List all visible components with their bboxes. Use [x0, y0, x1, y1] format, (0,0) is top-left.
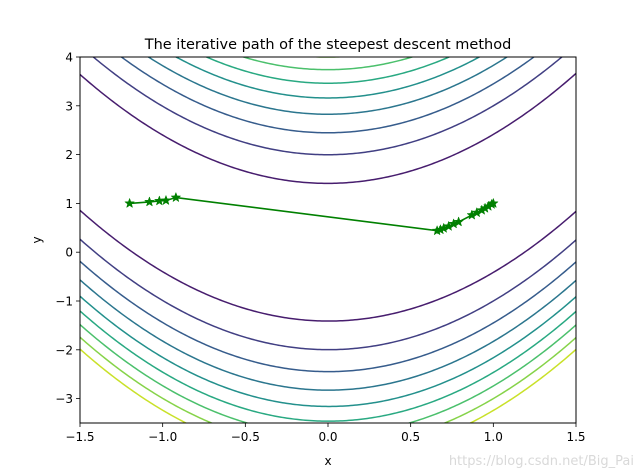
y-tick-label: 4 — [65, 51, 73, 65]
contour-line-1000-upper — [174, 57, 481, 99]
path-line — [129, 196, 494, 232]
contour-line-1000-lower — [80, 295, 576, 408]
contour-line-200-lower — [80, 209, 576, 322]
x-tick-label: 1.5 — [566, 430, 585, 444]
contour-line-600-lower — [80, 260, 576, 373]
path-point — [160, 194, 172, 206]
y-tick-label: 0 — [65, 246, 73, 260]
y-tick-label: 2 — [65, 148, 73, 162]
x-axis-label: x — [324, 454, 331, 468]
y-tick-label: −3 — [55, 392, 73, 406]
contour-line-1600-lower — [80, 336, 576, 423]
path-point — [143, 196, 155, 207]
path-point — [487, 197, 499, 209]
contour-line-1200-upper — [204, 57, 451, 84]
iteration-path — [124, 191, 499, 236]
y-axis: −3 −2 −1 0 1 2 3 4 — [55, 51, 80, 406]
watermark: https://blog.csdn.net/Big_Pai — [449, 454, 634, 469]
x-axis: −1.5 −1.0 −0.5 0.0 0.5 1.0 1.5 — [65, 423, 586, 444]
contour-line-1200-lower — [80, 310, 576, 422]
path-point — [453, 216, 465, 227]
y-tick-label: −1 — [55, 295, 73, 309]
x-tick-label: 1.0 — [484, 430, 503, 444]
y-axis-label: y — [30, 236, 44, 243]
x-tick-label: 0.5 — [401, 430, 420, 444]
path-point — [153, 195, 165, 206]
contour-line-400-upper — [92, 57, 564, 156]
y-tick-label: 1 — [65, 197, 73, 211]
y-tick-label: −2 — [55, 343, 73, 357]
x-tick-label: −0.5 — [231, 430, 260, 444]
contour-line-800-upper — [147, 57, 509, 116]
x-tick-label: −1.0 — [148, 430, 177, 444]
contour-line-1400-lower — [80, 324, 576, 423]
contour-line-600-upper — [120, 57, 536, 134]
contour-line-200-upper — [80, 72, 576, 185]
contour-line-800-lower — [80, 279, 576, 391]
y-tick-label: 3 — [65, 99, 73, 113]
contour-line-400-lower — [80, 238, 576, 351]
contour-line-1400-upper — [240, 57, 415, 71]
contour-lines — [80, 57, 576, 423]
x-tick-label: 0.0 — [318, 430, 337, 444]
path-point — [124, 197, 136, 209]
chart-title: The iterative path of the steepest desce… — [144, 37, 512, 53]
path-point — [170, 191, 182, 203]
contour-line-1800-lower — [80, 348, 576, 423]
x-tick-label: −1.5 — [65, 430, 94, 444]
